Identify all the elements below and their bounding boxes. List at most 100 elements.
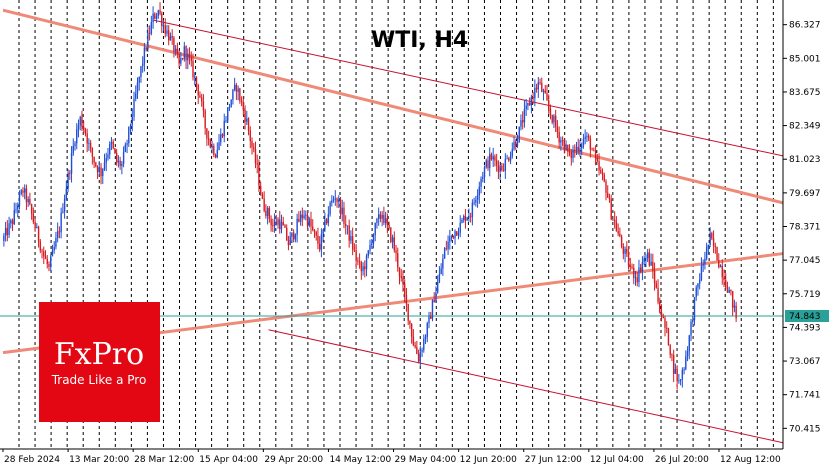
candle-body [513,141,515,150]
candle-body [497,165,500,172]
candle-body [221,134,224,137]
candle-body [98,167,101,173]
candle-body [185,46,187,61]
candle-body [259,185,262,195]
candle-body [178,54,180,64]
candle-body [596,157,599,162]
candle-body [63,198,66,212]
candle-body [546,93,548,101]
candle-body [114,148,116,154]
candle-body [449,236,451,242]
candle-body [551,114,553,123]
candle-body [416,347,418,354]
candle-body [452,235,454,239]
candle-body [679,379,682,381]
candle-body [430,316,432,319]
candle-body [294,234,297,240]
candle-body [456,231,458,236]
candle-body [166,30,168,34]
price-tick-label: 78.371 [789,223,821,233]
candle-body [334,198,336,200]
candle-body [548,100,550,109]
candle-body [641,261,644,272]
time-tick-label: 29 Apr 20:00 [264,455,323,465]
candle-body [718,260,720,268]
candle-body [292,232,295,240]
candle-body [171,36,173,38]
candle-body [244,110,246,122]
candle-body [206,128,208,139]
candle-body [622,246,625,254]
candle-body [308,218,310,226]
candle-body [32,213,35,222]
candle-body [199,95,201,98]
candle-body [485,160,487,168]
candle-body [200,97,203,102]
candle-body [388,224,390,228]
time-tick-label: 14 May 12:00 [329,455,391,465]
candle-body [187,53,189,61]
candle-body [490,154,493,160]
candle-body [291,232,293,237]
candle-body [305,214,307,216]
candle-body [82,127,85,130]
candle-body [150,22,153,34]
candle-body [419,351,422,362]
candle-body [563,140,566,151]
price-tick-label: 70.415 [789,424,821,434]
candle-body [438,274,441,283]
candle-body [607,192,609,198]
candle-body [154,13,156,19]
candle-body [534,87,536,99]
candle-body [195,76,198,86]
candle-body [364,266,366,270]
candle-body [253,147,255,149]
candle-body [516,142,519,146]
candle-body [648,252,651,266]
candle-body [286,227,288,241]
candle-body [216,149,219,158]
candle-body [174,48,177,52]
candle-body [426,323,428,337]
candle-body [693,297,696,321]
candle-body [553,115,555,123]
candle-body [365,255,368,270]
candle-body [695,287,697,298]
candle-body [233,84,236,90]
candle-body [213,145,215,156]
price-tick-label: 85.001 [789,54,821,64]
candle-body [254,148,257,164]
candle-body [240,100,243,103]
candle-body [39,241,42,251]
candle-body [643,258,645,262]
candle-body [273,221,276,227]
candle-body [313,230,316,232]
candle-body [433,299,435,303]
price-tick-label: 83.675 [789,88,821,98]
candle-body [610,199,612,220]
candle-body [261,194,264,199]
candle-body [660,312,663,317]
candle-body [409,320,411,324]
vertical-grid [18,0,774,449]
candle-body [325,219,328,224]
candle-body [580,145,583,149]
candle-body [586,135,588,137]
candle-body [400,275,402,278]
candle-body [518,126,520,143]
candle-body [615,222,618,232]
candle-body [69,172,71,174]
candle-body [716,246,718,261]
candles [3,2,737,390]
candle-body [159,10,161,14]
candle-body [22,190,24,193]
candle-body [443,248,446,259]
candle-body [346,225,349,227]
candle-body [639,267,642,272]
candle-body [652,261,654,271]
candle-body [397,253,399,268]
candle-body [246,118,248,122]
candle-body [730,289,732,292]
candle-body [131,116,133,125]
